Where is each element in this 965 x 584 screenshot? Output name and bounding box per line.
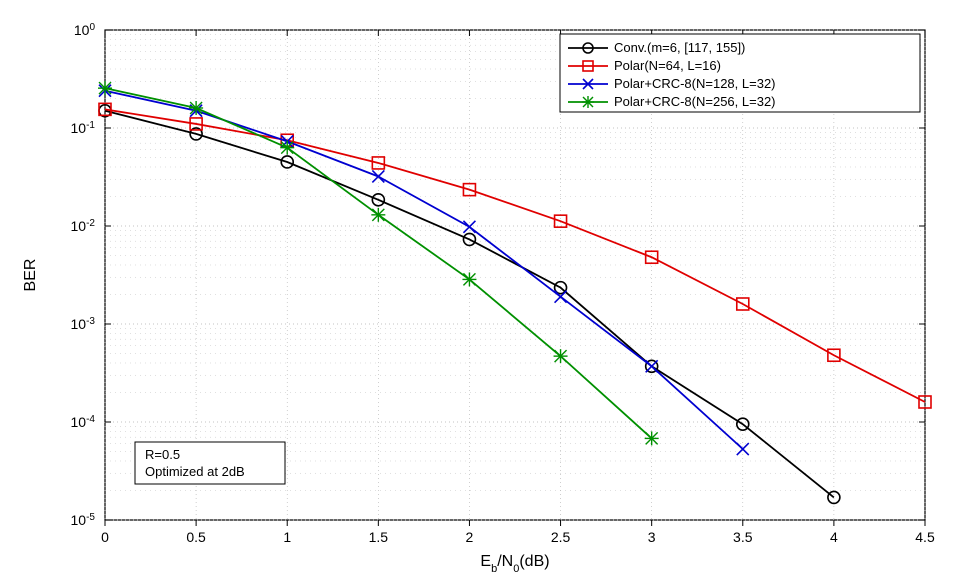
annotation-line-0: R=0.5 <box>145 447 180 462</box>
svg-text:3.5: 3.5 <box>733 529 753 545</box>
legend: Conv.(m=6, [117, 155]) Polar(N=64, L=16) P… <box>560 34 920 112</box>
annotation-line-1: Optimized at 2dB <box>145 464 245 479</box>
svg-text:4: 4 <box>830 529 838 545</box>
svg-text:1: 1 <box>283 529 291 545</box>
annotation-box: R=0.5 Optimized at 2dB <box>135 442 285 484</box>
svg-text:3: 3 <box>648 529 656 545</box>
legend-label-2: Polar+CRC-8(N=128, L=32) <box>614 76 776 91</box>
ber-chart: 00.511.522.533.544.510-510-410-310-210-1… <box>0 0 965 584</box>
y-axis-label: BER <box>22 259 39 292</box>
svg-text:4.5: 4.5 <box>915 529 935 545</box>
svg-text:1.5: 1.5 <box>369 529 389 545</box>
chart-svg: 00.511.522.533.544.510-510-410-310-210-1… <box>0 0 965 584</box>
legend-label-3: Polar+CRC-8(N=256, L=32) <box>614 94 776 109</box>
legend-label-1: Polar(N=64, L=16) <box>614 58 721 73</box>
legend-label-0: Conv.(m=6, [117, 155]) <box>614 40 745 55</box>
svg-text:0.5: 0.5 <box>186 529 206 545</box>
svg-text:2: 2 <box>466 529 474 545</box>
svg-text:0: 0 <box>101 529 109 545</box>
svg-text:2.5: 2.5 <box>551 529 571 545</box>
